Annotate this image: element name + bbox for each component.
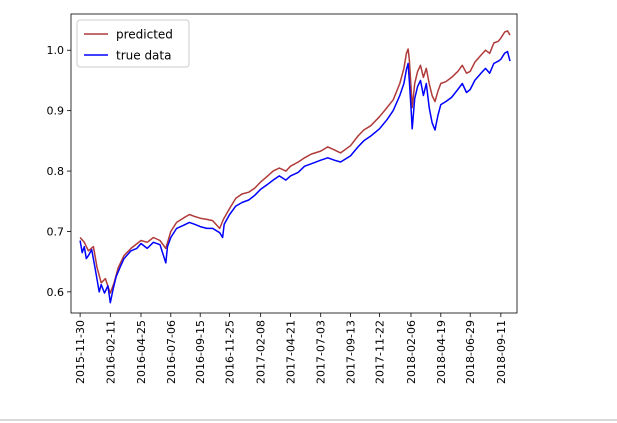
x-tick-label: 2018-02-06 xyxy=(405,320,418,384)
x-tick-label: 2018-06-29 xyxy=(464,320,477,384)
series-line-true-data xyxy=(79,50,511,304)
y-tick-label: 1.0 xyxy=(47,44,65,57)
x-axis: 2015-11-30 2016-02-11 2016-04-25 2016-07-06… xyxy=(74,313,508,384)
y-tick-label: 0.9 xyxy=(47,105,65,118)
x-tick-label: 2016-11-25 xyxy=(224,320,237,384)
x-tick-label: 2017-02-08 xyxy=(255,320,268,384)
x-tick-label: 2016-02-11 xyxy=(104,320,117,384)
y-tick-label: 0.8 xyxy=(47,165,65,178)
bottom-divider xyxy=(0,419,617,421)
legend: predicted true data xyxy=(76,19,190,68)
series-line-predicted xyxy=(79,30,511,294)
y-tick-label: 0.7 xyxy=(47,225,65,238)
x-tick-label: 2017-07-03 xyxy=(315,320,328,384)
series-layer xyxy=(79,30,511,304)
x-tick-label: 2018-09-11 xyxy=(495,320,508,384)
x-tick-label: 2018-04-19 xyxy=(435,320,448,384)
plot-frame xyxy=(70,13,518,314)
x-tick-label: 2016-04-25 xyxy=(135,320,148,384)
x-tick-label: 2017-09-13 xyxy=(345,320,358,384)
x-tick-label: 2017-11-22 xyxy=(374,320,387,384)
x-tick-label: 2016-09-15 xyxy=(194,320,207,384)
legend-label-true-data: true data xyxy=(116,49,171,63)
x-tick-label: 2017-04-21 xyxy=(284,320,297,384)
legend-label-predicted: predicted xyxy=(116,28,173,42)
y-tick-label: 0.6 xyxy=(47,286,65,299)
x-tick-label: 2016-07-06 xyxy=(165,320,178,384)
x-tick-label: 2015-11-30 xyxy=(74,320,87,384)
y-axis: 0.6 0.7 0.8 0.9 1.0 xyxy=(47,44,71,299)
